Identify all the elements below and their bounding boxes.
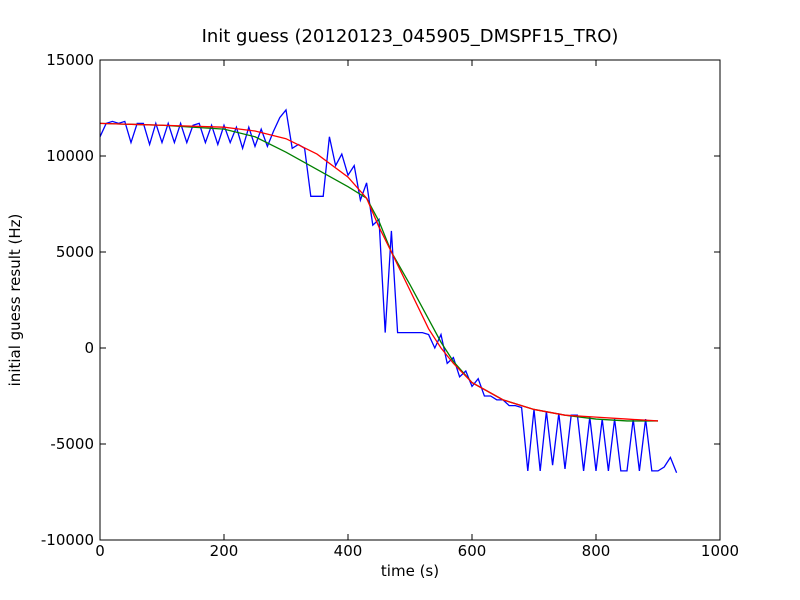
x-tick-label: 1000	[701, 542, 739, 560]
x-axis-label: time (s)	[381, 562, 439, 580]
x-tick-label: 0	[95, 542, 105, 560]
plot-frame	[99, 59, 721, 541]
x-tick-label: 400	[334, 542, 363, 560]
data-line	[99, 122, 659, 422]
y-tick-label: 5000	[56, 243, 94, 261]
y-tick-label: 0	[84, 339, 94, 357]
x-tick-label: 800	[582, 542, 611, 560]
x-tick-label: 200	[210, 542, 239, 560]
y-tick-label: 10000	[46, 147, 94, 165]
y-axis-label: initial guess result (Hz)	[6, 214, 24, 387]
data-line	[99, 108, 678, 474]
y-tick-label: -10000	[41, 531, 94, 549]
y-tick-label: 15000	[46, 51, 94, 69]
x-tick-label: 600	[458, 542, 487, 560]
chart-title: Init guess (20120123_045905_DMSPF15_TRO)	[202, 26, 619, 47]
y-tick-label: -5000	[50, 435, 94, 453]
